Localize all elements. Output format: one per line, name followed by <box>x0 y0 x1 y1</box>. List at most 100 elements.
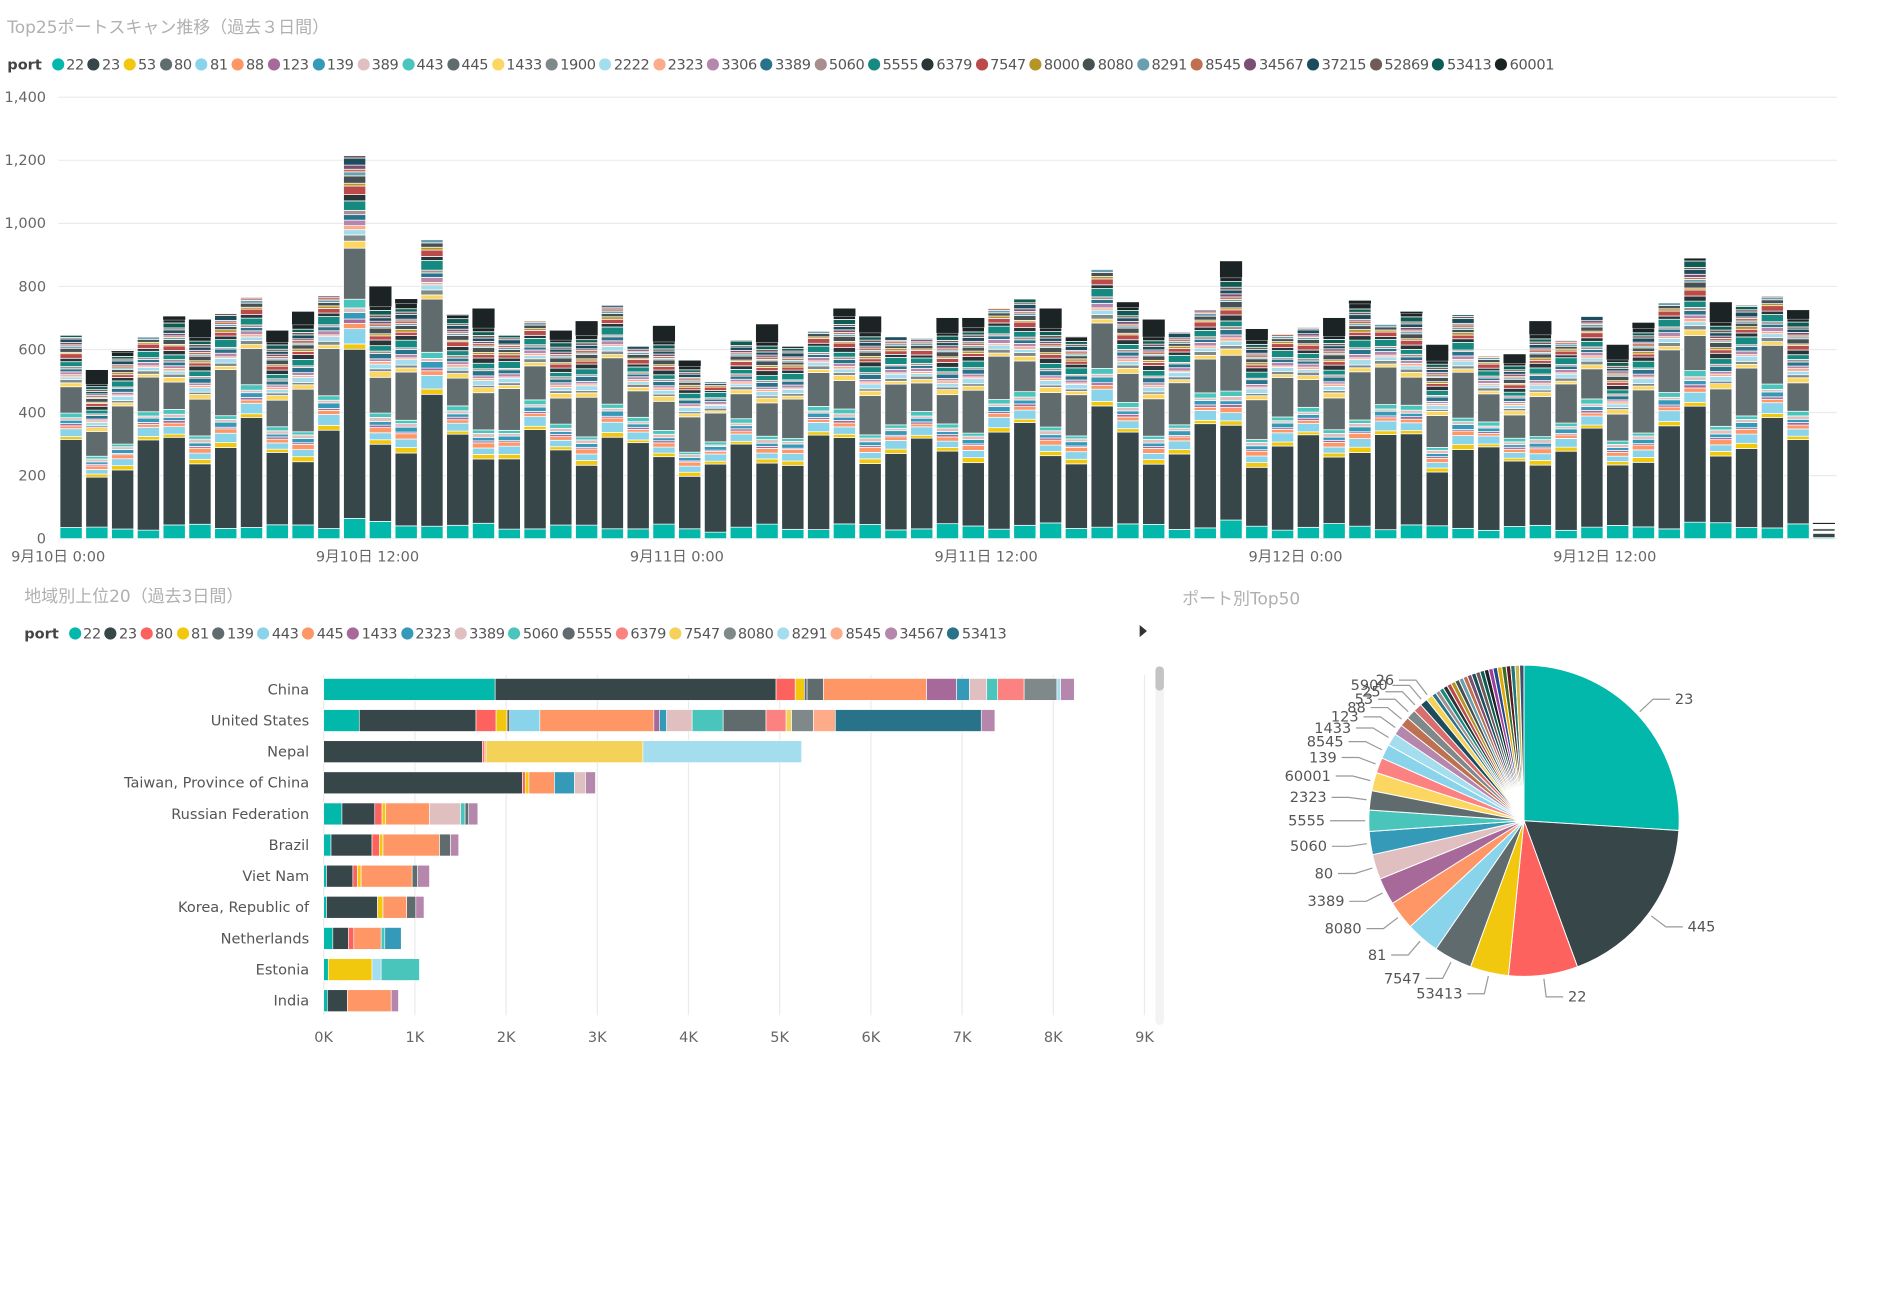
chart1-segment-53[interactable] <box>1297 432 1319 435</box>
chart1-segment-60001[interactable] <box>395 299 417 304</box>
chart1-segment-3389[interactable] <box>447 358 469 362</box>
chart1-segment-5555[interactable] <box>86 410 108 414</box>
chart1-segment-2222[interactable] <box>1014 349 1036 352</box>
chart1-segment-37215[interactable] <box>1555 340 1577 341</box>
chart1-segment-1900[interactable] <box>395 365 417 368</box>
chart1-segment-139[interactable] <box>653 438 675 441</box>
chart1-segment-60001[interactable] <box>859 333 881 337</box>
chart1-segment-2222[interactable] <box>1761 334 1783 338</box>
legend-item-7547[interactable]: 7547 <box>976 56 1026 73</box>
chart1-segment-445[interactable] <box>1014 361 1036 392</box>
chart1-segment-1900[interactable] <box>1194 351 1216 355</box>
chart1-segment-443[interactable] <box>1452 418 1474 422</box>
chart1-segment-5555[interactable] <box>318 317 340 325</box>
chart1-segment-2323[interactable] <box>1220 338 1242 341</box>
chart1-segment-389[interactable] <box>1014 397 1036 400</box>
chart1-segment-7547[interactable] <box>1761 306 1783 311</box>
chart2-segment-81[interactable] <box>357 865 361 887</box>
chart1-segment-443[interactable] <box>704 442 726 445</box>
chart1-segment-22[interactable] <box>1014 525 1036 538</box>
chart1-segment-37215[interactable] <box>395 315 417 320</box>
chart1-segment-5555[interactable] <box>730 369 752 373</box>
legend-item-52869[interactable]: 52869 <box>1370 56 1429 73</box>
chart1-segment-7547[interactable] <box>421 250 443 256</box>
chart1-segment-5555[interactable] <box>369 346 391 351</box>
chart1-segment-81[interactable] <box>112 459 134 466</box>
chart1-segment-22[interactable] <box>962 526 984 539</box>
chart1-segment-445[interactable] <box>498 389 520 431</box>
chart1-segment-88[interactable] <box>1220 408 1242 413</box>
chart2-segment-445[interactable] <box>383 834 440 856</box>
chart1-segment-3306[interactable] <box>1375 351 1397 355</box>
chart1-segment-34567[interactable] <box>318 296 340 298</box>
chart1-segment-53[interactable] <box>1349 447 1371 452</box>
chart1-segment-23[interactable] <box>1297 435 1319 528</box>
chart1-segment-23[interactable] <box>756 463 778 524</box>
chart1-segment-3389[interactable] <box>756 382 778 387</box>
chart1-segment-1433[interactable] <box>1452 369 1474 372</box>
chart2-segment-6379[interactable] <box>998 678 1024 700</box>
chart1-segment-1433[interactable] <box>859 391 881 396</box>
chart1-segment-2222[interactable] <box>808 363 830 366</box>
chart1-segment-139[interactable] <box>395 427 417 432</box>
chart1-segment-5060[interactable] <box>240 325 262 328</box>
chart1-segment-88[interactable] <box>1426 458 1448 462</box>
chart2-segment-5555[interactable] <box>440 834 451 856</box>
chart1-segment-88[interactable] <box>163 423 185 427</box>
chart1-segment-3306[interactable] <box>137 362 159 365</box>
chart1-segment-88[interactable] <box>292 444 314 449</box>
chart2-segment-3389[interactable] <box>667 710 693 732</box>
chart1-segment-6379[interactable] <box>1375 337 1397 340</box>
chart1-column[interactable] <box>421 239 443 539</box>
chart1-segment-88[interactable] <box>472 443 494 448</box>
chart1-segment-445[interactable] <box>318 348 340 395</box>
chart1-segment-1433[interactable] <box>730 390 752 394</box>
chart1-segment-22[interactable] <box>550 525 572 539</box>
chart1-segment-1433[interactable] <box>318 345 340 348</box>
chart1-column[interactable] <box>627 346 649 538</box>
chart1-segment-443[interactable] <box>1710 426 1732 430</box>
chart2-segment-3389[interactable] <box>575 772 586 794</box>
chart1-segment-6379[interactable] <box>1632 357 1654 361</box>
chart1-segment-5555[interactable] <box>988 326 1010 334</box>
chart1-segment-7547[interactable] <box>1220 310 1242 315</box>
chart1-segment-139[interactable] <box>859 442 881 446</box>
chart1-segment-37215[interactable] <box>627 346 649 349</box>
chart1-segment-445[interactable] <box>1529 396 1551 436</box>
chart1-segment-139[interactable] <box>808 413 830 417</box>
chart1-segment-6379[interactable] <box>1297 350 1319 354</box>
chart1-segment-37215[interactable] <box>1400 324 1422 328</box>
chart2-segment-80[interactable] <box>375 803 382 825</box>
chart1-segment-8080[interactable] <box>1658 305 1680 308</box>
chart1-segment-443[interactable] <box>1400 405 1422 410</box>
chart1-segment-3389[interactable] <box>318 327 340 331</box>
chart1-segment-88[interactable] <box>704 452 726 454</box>
chart1-segment-389[interactable] <box>1168 428 1190 431</box>
chart1-segment-5555[interactable] <box>215 340 237 348</box>
chart1-column[interactable] <box>576 321 598 539</box>
chart1-segment-23[interactable] <box>1040 456 1062 523</box>
chart1-segment-6379[interactable] <box>1452 339 1474 343</box>
chart1-segment-7547[interactable] <box>808 339 830 344</box>
chart1-segment-81[interactable] <box>1091 389 1113 401</box>
chart1-segment-3306[interactable] <box>292 373 314 376</box>
chart2-segment-80[interactable] <box>776 678 795 700</box>
chart1-segment-23[interactable] <box>1581 428 1603 527</box>
chart1-segment-443[interactable] <box>627 417 649 421</box>
chart1-segment-443[interactable] <box>498 430 520 433</box>
chart1-segment-53413[interactable] <box>266 345 288 349</box>
chart1-segment-2222[interactable] <box>240 337 262 341</box>
chart1-segment-139[interactable] <box>679 457 701 461</box>
chart1-segment-7547[interactable] <box>112 375 134 378</box>
chart1-segment-23[interactable] <box>266 452 288 524</box>
chart1-segment-88[interactable] <box>627 429 649 432</box>
chart1-segment-81[interactable] <box>318 415 340 426</box>
chart1-segment-81[interactable] <box>524 417 546 427</box>
chart1-segment-1900[interactable] <box>1014 353 1036 357</box>
chart1-segment-2323[interactable] <box>1014 347 1036 350</box>
chart1-segment-8080[interactable] <box>498 350 520 353</box>
chart1-segment-1433[interactable] <box>1220 349 1242 355</box>
chart1-segment-6379[interactable] <box>344 195 366 201</box>
chart1-segment-53413[interactable] <box>1607 363 1629 367</box>
chart1-segment-23[interactable] <box>1555 451 1577 530</box>
